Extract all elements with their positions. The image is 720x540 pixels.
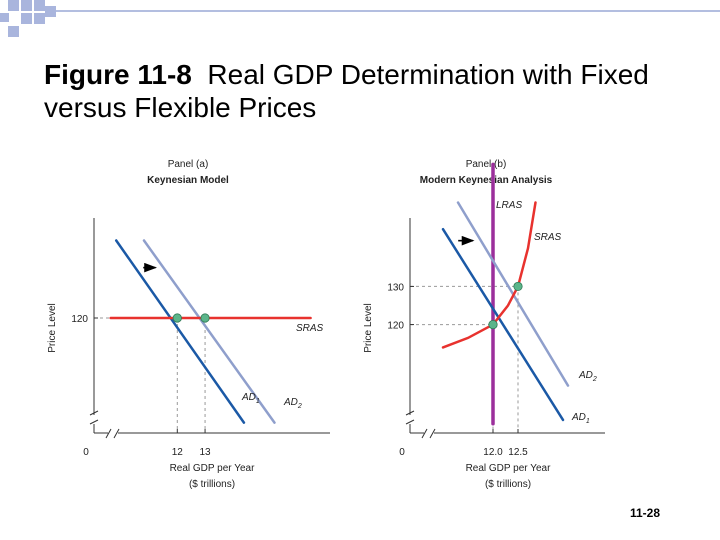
deco-square: [8, 0, 19, 11]
equilibrium-point: [200, 313, 210, 323]
curve-label-ad2: AD2: [578, 370, 597, 383]
deco-square: [45, 6, 56, 17]
y-axis-label: Price Level: [47, 303, 58, 352]
curve-ad1: [114, 239, 246, 424]
curve-ad2: [142, 239, 276, 424]
curve-label-subscript: 1: [586, 418, 590, 425]
origin-label: 0: [83, 447, 89, 458]
figure-charts: Panel (a) Keynesian Model Price Level Real …: [47, 159, 605, 490]
curve-label-ad2: AD2: [283, 397, 302, 410]
panel-title: Modern Keynesian Analysis: [420, 175, 553, 186]
curve-label-main: AD: [283, 397, 298, 408]
figure-title: Real GDP Determination with Fixed versus…: [44, 59, 649, 123]
x-axis-label: Real GDP per Year: [170, 463, 256, 474]
equilibrium-point: [513, 281, 523, 292]
curve-ad1: [441, 227, 565, 422]
y-tick-label: 130: [387, 282, 404, 293]
slide-decoration: [0, 0, 720, 37]
deco-square: [0, 13, 9, 22]
y-axis-break: [405, 410, 415, 425]
panel-label: Panel (b): [466, 159, 507, 170]
x-tick-label: 12.5: [508, 447, 528, 458]
curve-label-main: AD: [241, 392, 256, 403]
y-tick-label: 120: [71, 314, 88, 325]
y-axis-label: Price Level: [363, 303, 374, 352]
curve-label-ad1: AD1: [571, 412, 590, 425]
curve-label-sras: SRAS: [534, 232, 562, 243]
x-axis-break: [421, 428, 436, 439]
curve-label-subscript: 2: [592, 376, 597, 383]
x-axis-label: Real GDP per Year: [466, 463, 552, 474]
origin-label: 0: [399, 447, 405, 458]
curve-label-main: AD: [571, 412, 586, 423]
deco-square: [8, 26, 19, 37]
panel-label: Panel (a): [168, 159, 209, 170]
y-axis-break: [89, 410, 99, 425]
equilibrium-point: [172, 313, 182, 323]
x-axis-unit: ($ trillions): [485, 479, 531, 490]
deco-square: [21, 0, 32, 11]
x-tick-label: 13: [199, 447, 211, 458]
curve-label-main: AD: [578, 370, 593, 381]
equilibrium-point: [488, 319, 498, 330]
y-tick-label: 120: [387, 321, 404, 332]
curve-label-subscript: 1: [256, 398, 260, 405]
x-axis-break: [105, 428, 120, 439]
panel-a: Panel (a) Keynesian Model Price Level Real …: [47, 159, 330, 490]
slide-title: Figure 11-8 Real GDP Determination with …: [44, 58, 704, 124]
curve-label-ad1: AD1: [241, 392, 260, 405]
curve-sras: [441, 201, 537, 349]
x-tick-label: 12: [172, 447, 184, 458]
slide-number: 11-28: [630, 506, 661, 520]
deco-square: [21, 13, 32, 24]
curve-label-subscript: 2: [297, 403, 302, 410]
curve-label-sras: SRAS: [296, 323, 324, 334]
curve-label-lras: LRAS: [496, 200, 522, 211]
panel-title: Keynesian Model: [147, 175, 229, 186]
deco-square: [34, 0, 45, 11]
deco-square: [34, 13, 45, 24]
figure-number: Figure 11-8: [44, 59, 192, 90]
x-tick-label: 12.0: [483, 447, 503, 458]
x-axis-unit: ($ trillions): [189, 479, 235, 490]
panel-b: Panel (b) Modern Keynesian Analysis Price …: [363, 159, 605, 490]
